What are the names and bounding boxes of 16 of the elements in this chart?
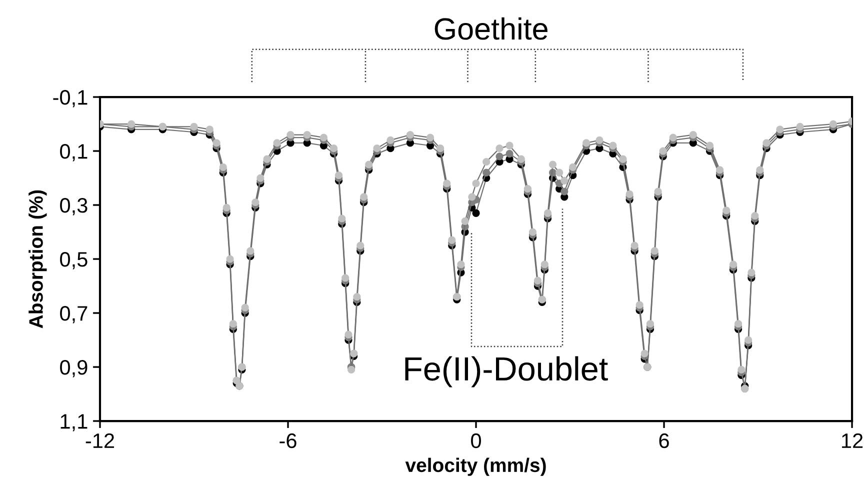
y-tick-label: 0,7 [60,306,88,324]
annotation: Fe(II)-Doublet [405,356,608,388]
x-tick-label: -12 [86,433,114,448]
y-tick-label: 0,9 [60,360,88,378]
x-tick-label: 12 [842,433,863,448]
y-tick-label: 1,1 [60,414,88,432]
y-tick-label: 0,1 [60,144,88,162]
x-axis-title: velocity (mm/s) [405,458,546,476]
x-tick-label: -6 [280,433,296,448]
x-tick-label: 0 [471,433,481,448]
y-tick-label: -0,1 [53,90,88,108]
y-tick-label: 0,5 [60,252,88,270]
text: Goethite [434,17,548,40]
y-axis-title: Absorption (%) [28,190,47,328]
x-tick-label: 6 [659,433,669,448]
y-tick-label: 0,3 [60,198,88,216]
